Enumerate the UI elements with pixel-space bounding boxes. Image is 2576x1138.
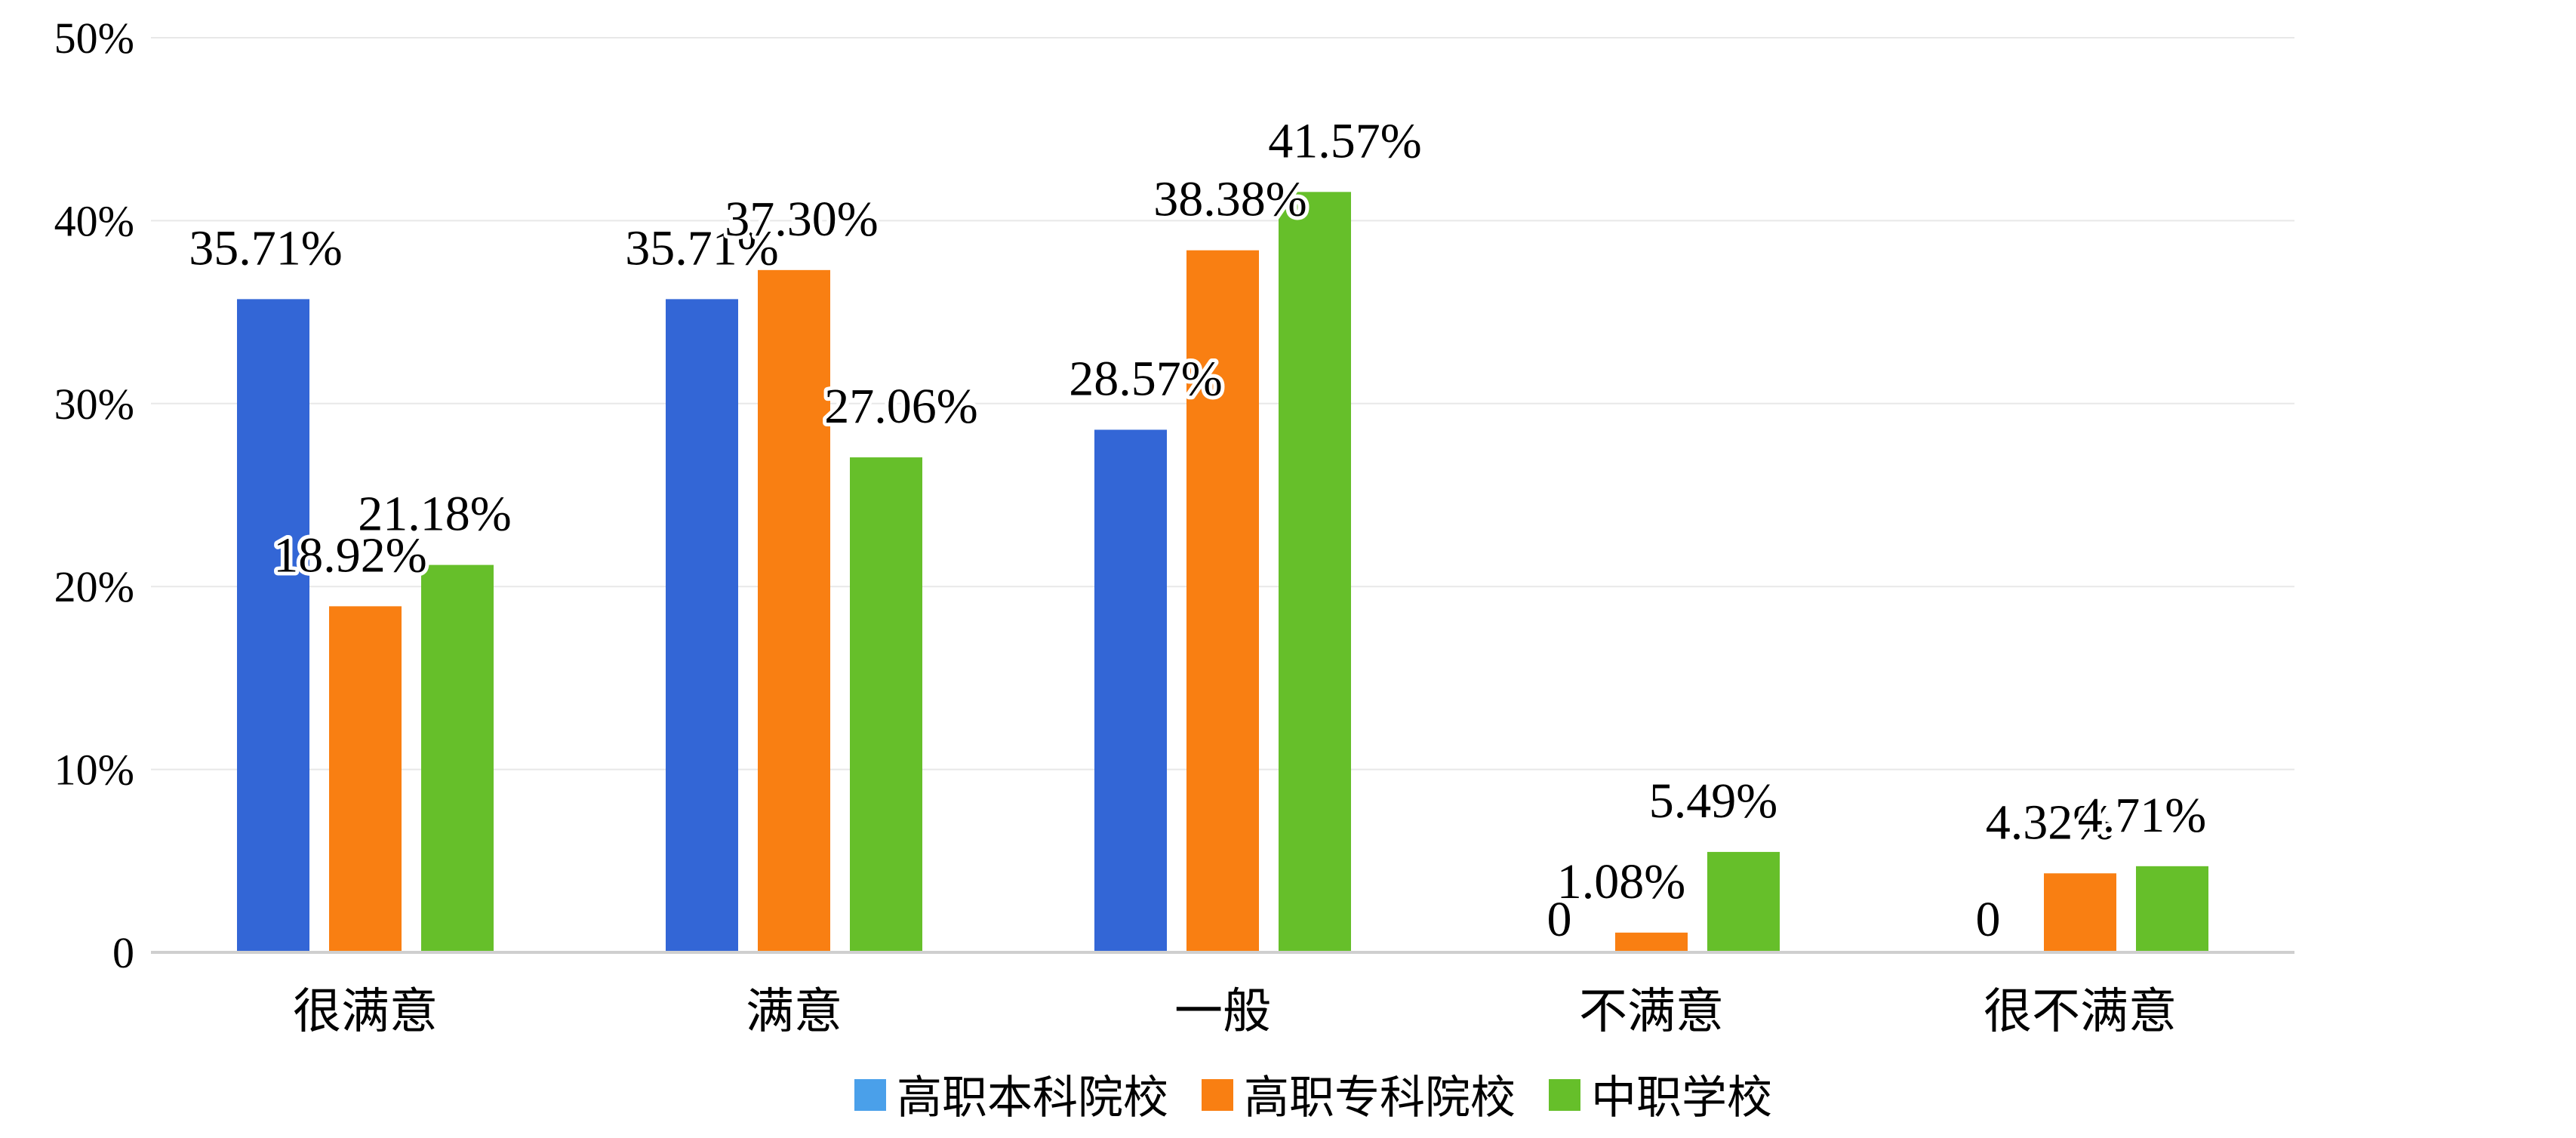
data-label: 1.08% xyxy=(1557,854,1685,909)
bar xyxy=(2136,866,2208,952)
bar xyxy=(1615,932,1688,952)
x-axis-category-labels: 很满意 满意 一般 不满意 很不满意 xyxy=(293,984,2177,1040)
bar xyxy=(1186,250,1259,952)
y-tick-label: 20% xyxy=(54,562,134,611)
data-label: 0 xyxy=(1547,892,1572,947)
bar xyxy=(850,457,922,952)
bar xyxy=(329,606,402,952)
legend: 高职本科院校 高职专科院校 中职学校 xyxy=(854,1072,1772,1124)
data-label: 18.92% xyxy=(273,527,426,583)
data-labels: 35.71%18.92%21.18%35.71%37.30%27.06%28.5… xyxy=(185,109,2210,951)
data-label: 38.38% xyxy=(1153,172,1306,227)
y-tick-label: 40% xyxy=(54,196,134,245)
bar xyxy=(237,299,309,952)
legend-label: 高职专科院校 xyxy=(1244,1072,1516,1124)
legend-label: 高职本科院校 xyxy=(897,1072,1168,1124)
data-label: 37.30% xyxy=(725,192,878,247)
y-tick-label: 50% xyxy=(54,14,134,63)
legend-swatch xyxy=(1549,1079,1580,1111)
data-label: 35.71% xyxy=(625,220,778,275)
y-tick-label: 0 xyxy=(112,928,134,977)
legend-swatch xyxy=(854,1079,886,1111)
bar xyxy=(1279,192,1351,952)
y-axis-tick-labels: 0 10% 20% 30% 40% 50% xyxy=(54,14,134,977)
bars xyxy=(237,192,2208,952)
data-label: 4.71% xyxy=(2078,788,2206,843)
y-tick-label: 10% xyxy=(54,746,134,795)
data-label: 21.18% xyxy=(358,487,511,542)
x-category-label: 很不满意 xyxy=(1984,984,2177,1040)
x-category-label: 一般 xyxy=(1174,984,1271,1040)
data-label: 35.71% xyxy=(189,220,342,275)
bar xyxy=(758,269,830,952)
x-category-label: 不满意 xyxy=(1579,984,1724,1040)
y-tick-label: 30% xyxy=(54,380,134,429)
data-label: 0 xyxy=(1976,892,2001,947)
x-category-label: 满意 xyxy=(746,984,842,1040)
legend-label: 中职学校 xyxy=(1591,1072,1772,1124)
bar xyxy=(1707,851,1780,952)
data-label: 28.57% xyxy=(1069,351,1222,406)
bar xyxy=(421,564,494,952)
bar xyxy=(2044,873,2116,952)
data-label: 4.32% xyxy=(1986,795,2114,850)
x-category-label: 很满意 xyxy=(293,984,438,1040)
data-label: 41.57% xyxy=(1268,113,1421,168)
data-label: 5.49% xyxy=(1649,774,1777,829)
data-label: 27.06% xyxy=(824,379,977,434)
legend-swatch xyxy=(1202,1079,1233,1111)
bar xyxy=(1094,429,1167,952)
bar xyxy=(666,299,738,952)
